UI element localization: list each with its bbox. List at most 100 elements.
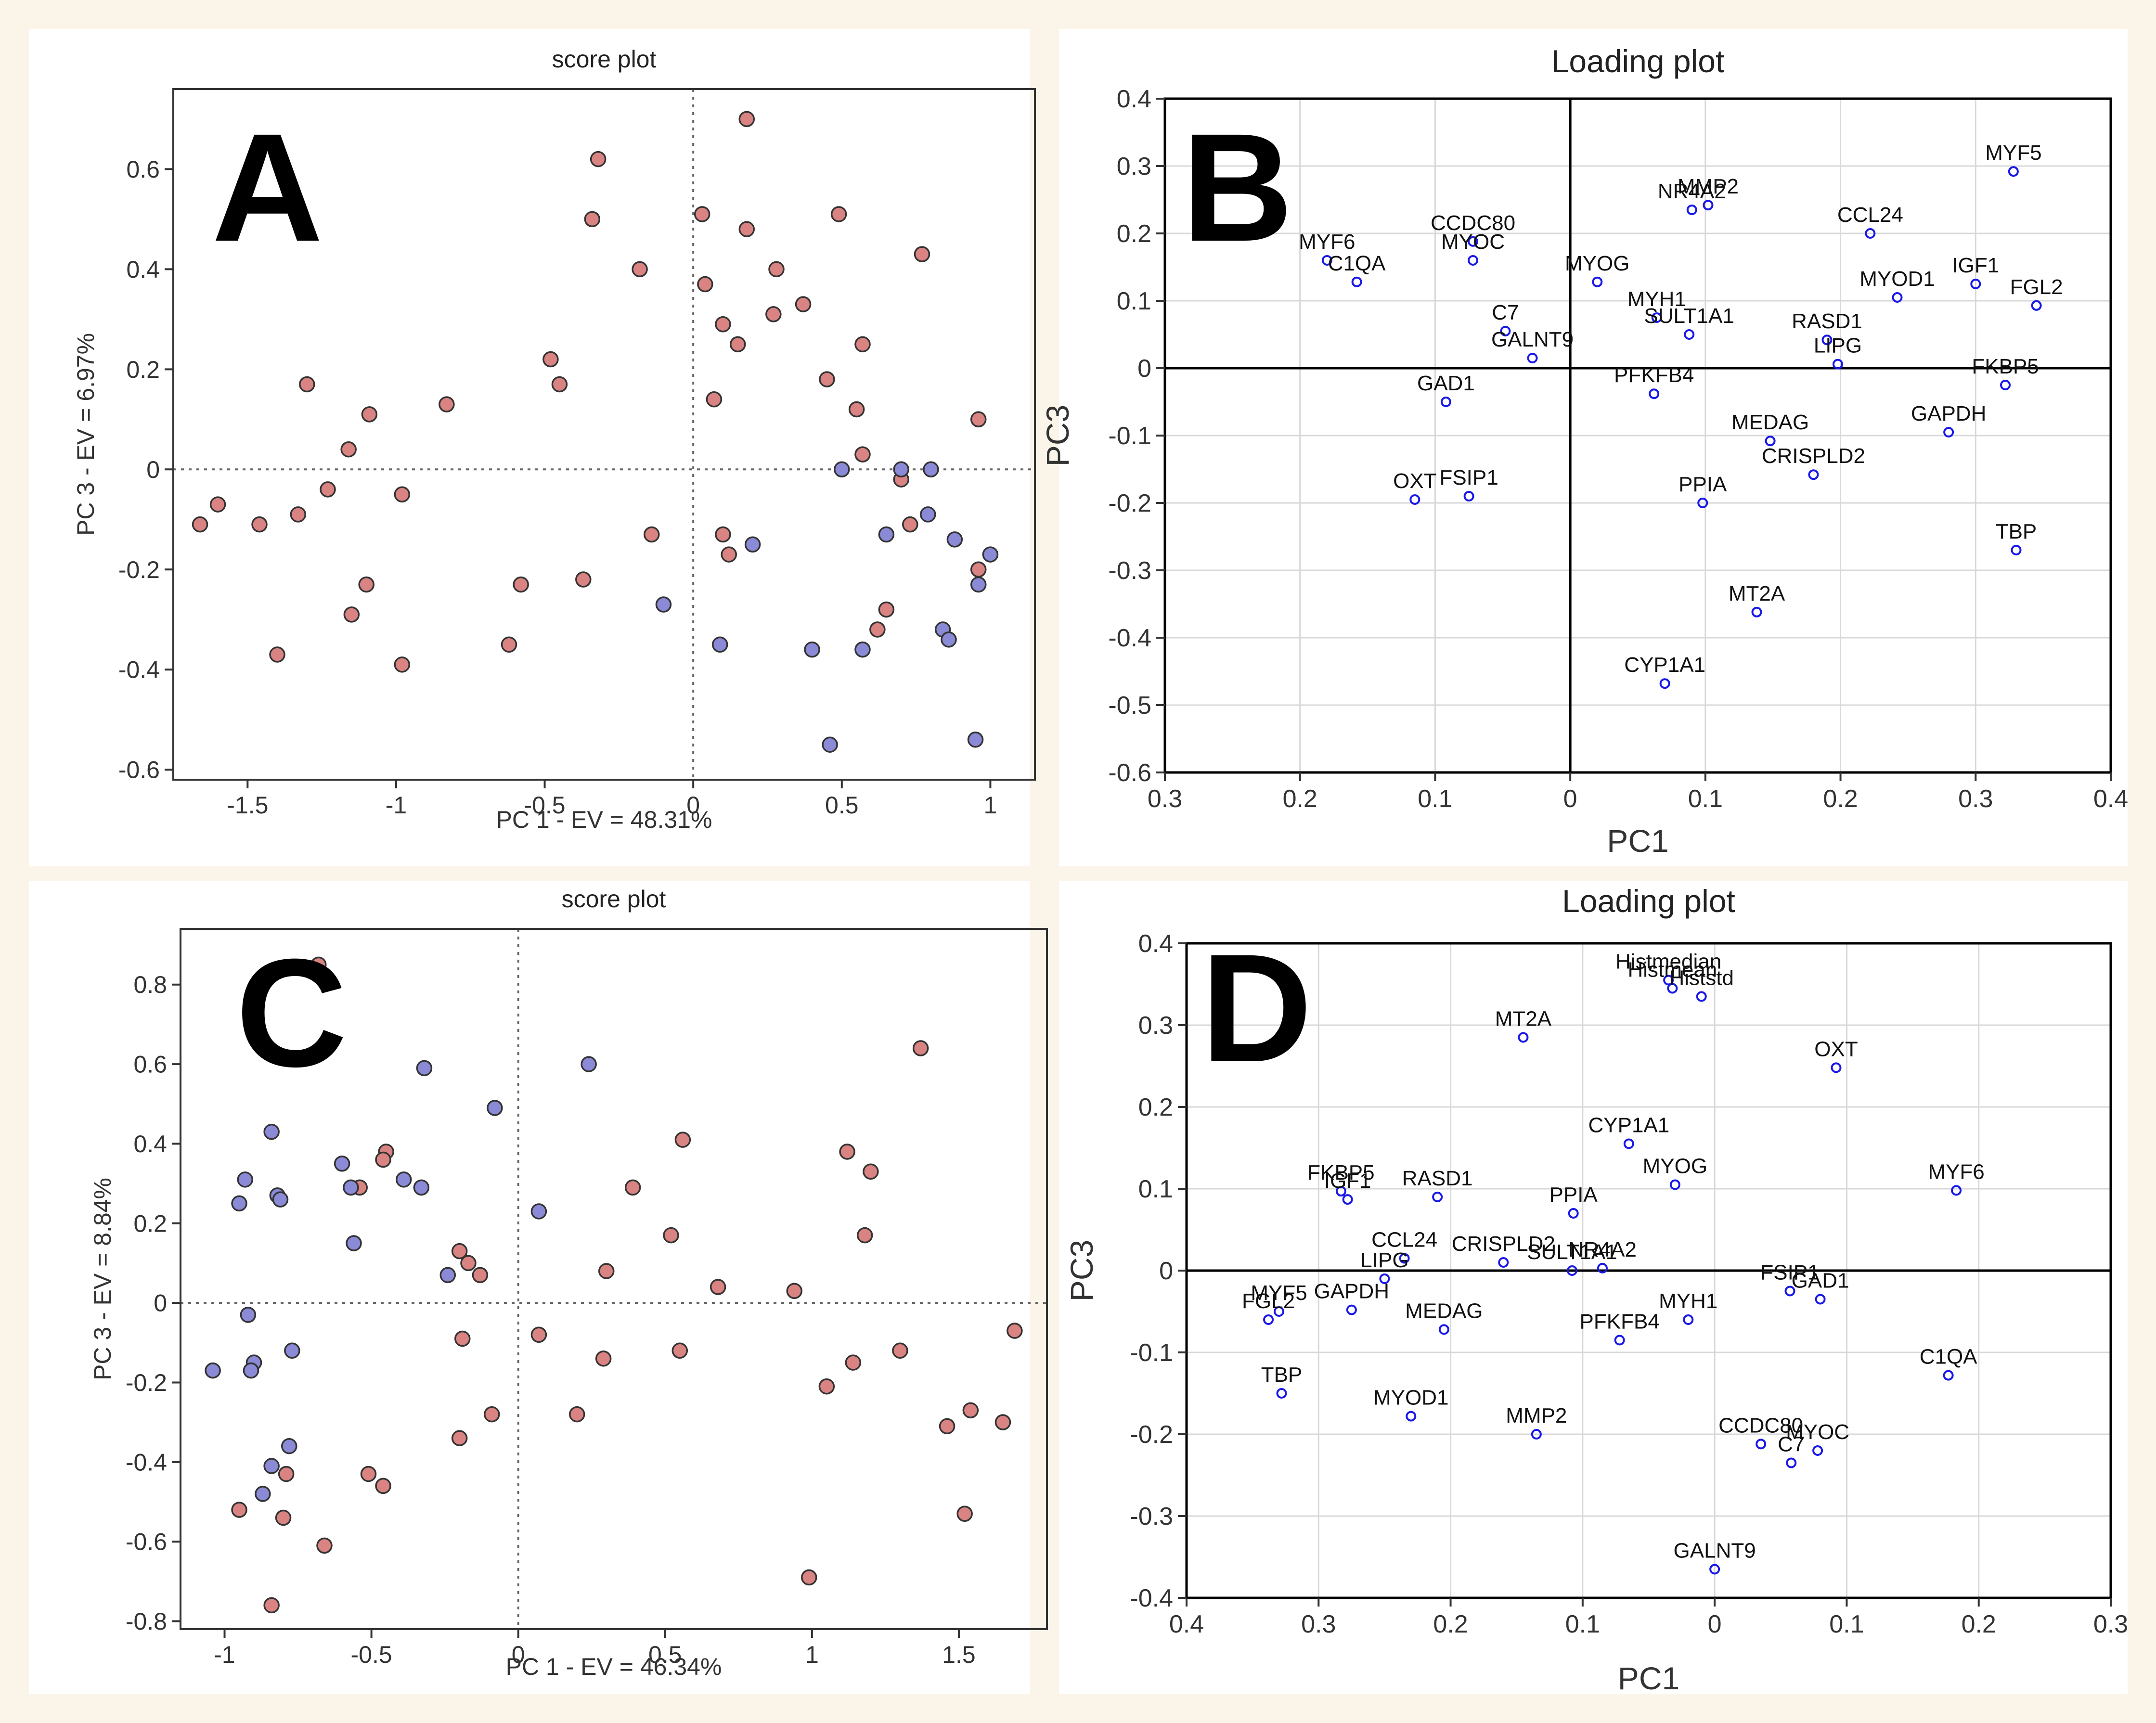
loading-point-label: FSIP1 <box>1439 466 1498 489</box>
y-tick-label: 0.1 <box>1117 287 1151 315</box>
loading-point-label: Histmean <box>1627 958 1717 982</box>
y-tick-label: -0.1 <box>1130 1339 1173 1367</box>
loading-point-label: GAD1 <box>1417 372 1475 395</box>
x-tick-label: 1 <box>805 1641 819 1668</box>
score-point <box>231 1502 247 1518</box>
score-point <box>375 1151 391 1168</box>
loading-point <box>1815 1294 1826 1305</box>
loading-point <box>1784 1286 1795 1297</box>
loading-point-label: RASD1 <box>1792 309 1862 333</box>
score-point <box>394 486 411 503</box>
score-point <box>845 1354 862 1371</box>
y-tick-label: -0.6 <box>1108 759 1151 787</box>
score-point <box>269 646 285 663</box>
loading-point <box>1667 983 1678 994</box>
x-tick-label: 0 <box>1708 1610 1722 1638</box>
panel-c-background <box>29 881 1030 1694</box>
score-point <box>334 1156 350 1172</box>
y-tick-label: 0.4 <box>133 1131 167 1157</box>
y-tick-label: 0 <box>1159 1257 1173 1285</box>
loading-point <box>1438 1324 1449 1335</box>
score-point <box>795 296 812 312</box>
loading-point-label: NR4A2 <box>1658 180 1726 203</box>
score-point <box>878 601 895 618</box>
score-point <box>530 1326 547 1343</box>
panel-c-score-plot: -1 -0.5 0 0.5 1 1.5 0.8 0.6 0.4 0.2 0 -0.2 -0.4 -0.6 -… <box>89 886 1048 1680</box>
loading-point <box>1399 1253 1410 1264</box>
panel-letter: A <box>212 101 323 273</box>
loading-point <box>1592 276 1603 287</box>
loading-point-label: C7 <box>1778 1433 1805 1456</box>
score-point <box>818 1378 835 1395</box>
loading-point-label: FGL2 <box>1242 1289 1295 1313</box>
loading-point-label: CRISPLD2 <box>1762 444 1865 468</box>
loading-point-label: GAPDH <box>1911 402 1986 425</box>
loading-point-label: GALNT9 <box>1491 328 1574 351</box>
loading-point <box>1321 255 1332 266</box>
loading-point-label: CCDC80 <box>1431 211 1515 235</box>
score-point <box>530 1203 547 1220</box>
score-point <box>946 531 963 548</box>
loading-point <box>1751 606 1762 617</box>
x-tick-label: 0.1 <box>1418 785 1452 813</box>
y-tick-label: -0.2 <box>1130 1421 1173 1449</box>
x-tick-label: 0 <box>686 792 700 819</box>
score-point <box>674 1132 691 1148</box>
y-axis-label: PC 3 - EV = 6.97% <box>72 333 99 536</box>
loading-point-label: SULT1A1 <box>1527 1240 1617 1264</box>
score-point <box>856 1227 873 1244</box>
score-point <box>970 411 987 428</box>
loading-point <box>1432 1192 1443 1202</box>
y-tick-label: 0.4 <box>1117 85 1151 113</box>
loading-point <box>1951 1185 1962 1196</box>
score-point <box>487 1100 503 1116</box>
y-tick-label: 0 <box>146 456 160 483</box>
score-point <box>869 621 886 638</box>
y-tick-label: -0.4 <box>126 1449 167 1476</box>
loading-point <box>1463 491 1474 501</box>
y-tick-label: 0.2 <box>1117 220 1151 248</box>
score-point <box>819 371 835 387</box>
score-point <box>310 956 327 973</box>
score-point <box>893 461 909 478</box>
score-point <box>863 1163 879 1180</box>
plot-frame <box>180 928 1048 1630</box>
score-point <box>360 1466 377 1482</box>
score-point <box>768 261 785 278</box>
x-axis-label: PC 1 - EV = 46.34% <box>506 1653 722 1680</box>
score-point <box>804 641 820 658</box>
panel-letter: D <box>1201 922 1312 1094</box>
loading-point <box>1568 1208 1579 1219</box>
loading-point <box>1808 469 1819 480</box>
loading-point <box>1597 1262 1608 1273</box>
loading-point <box>1832 359 1843 370</box>
loading-point-label: C1QA <box>1328 252 1386 275</box>
loading-point <box>1379 1273 1390 1284</box>
loading-point-label: CYP1A1 <box>1588 1114 1669 1137</box>
y-tick-label: -0.3 <box>1130 1503 1173 1530</box>
score-point <box>912 1040 929 1056</box>
y-tick-label: -0.4 <box>1130 1584 1173 1612</box>
y-axis-label: PC 3 - EV = 8.84% <box>89 1178 116 1380</box>
loading-point <box>1696 991 1707 1002</box>
loading-point-label: Histstd <box>1669 966 1733 990</box>
score-point <box>892 1342 908 1359</box>
score-point <box>744 536 761 553</box>
score-point <box>192 516 208 533</box>
loading-point-label: MEDAG <box>1731 411 1809 434</box>
score-point <box>275 1509 292 1526</box>
loading-point <box>1440 397 1451 407</box>
score-point <box>395 1171 412 1188</box>
score-point <box>970 561 987 578</box>
x-tick-label: -1 <box>214 1641 235 1668</box>
loading-point <box>1970 279 1981 289</box>
loading-point-label: NR4A2 <box>1568 1238 1637 1261</box>
score-point <box>290 506 306 523</box>
loading-point-label: MYF6 <box>1928 1160 1984 1183</box>
x-axis-label: PC 1 - EV = 48.31% <box>496 806 712 833</box>
x-tick-label: 0.2 <box>1962 1610 1996 1638</box>
score-point <box>263 1458 280 1474</box>
score-point <box>598 1263 615 1279</box>
score-point <box>240 1307 257 1323</box>
score-point <box>320 481 336 498</box>
